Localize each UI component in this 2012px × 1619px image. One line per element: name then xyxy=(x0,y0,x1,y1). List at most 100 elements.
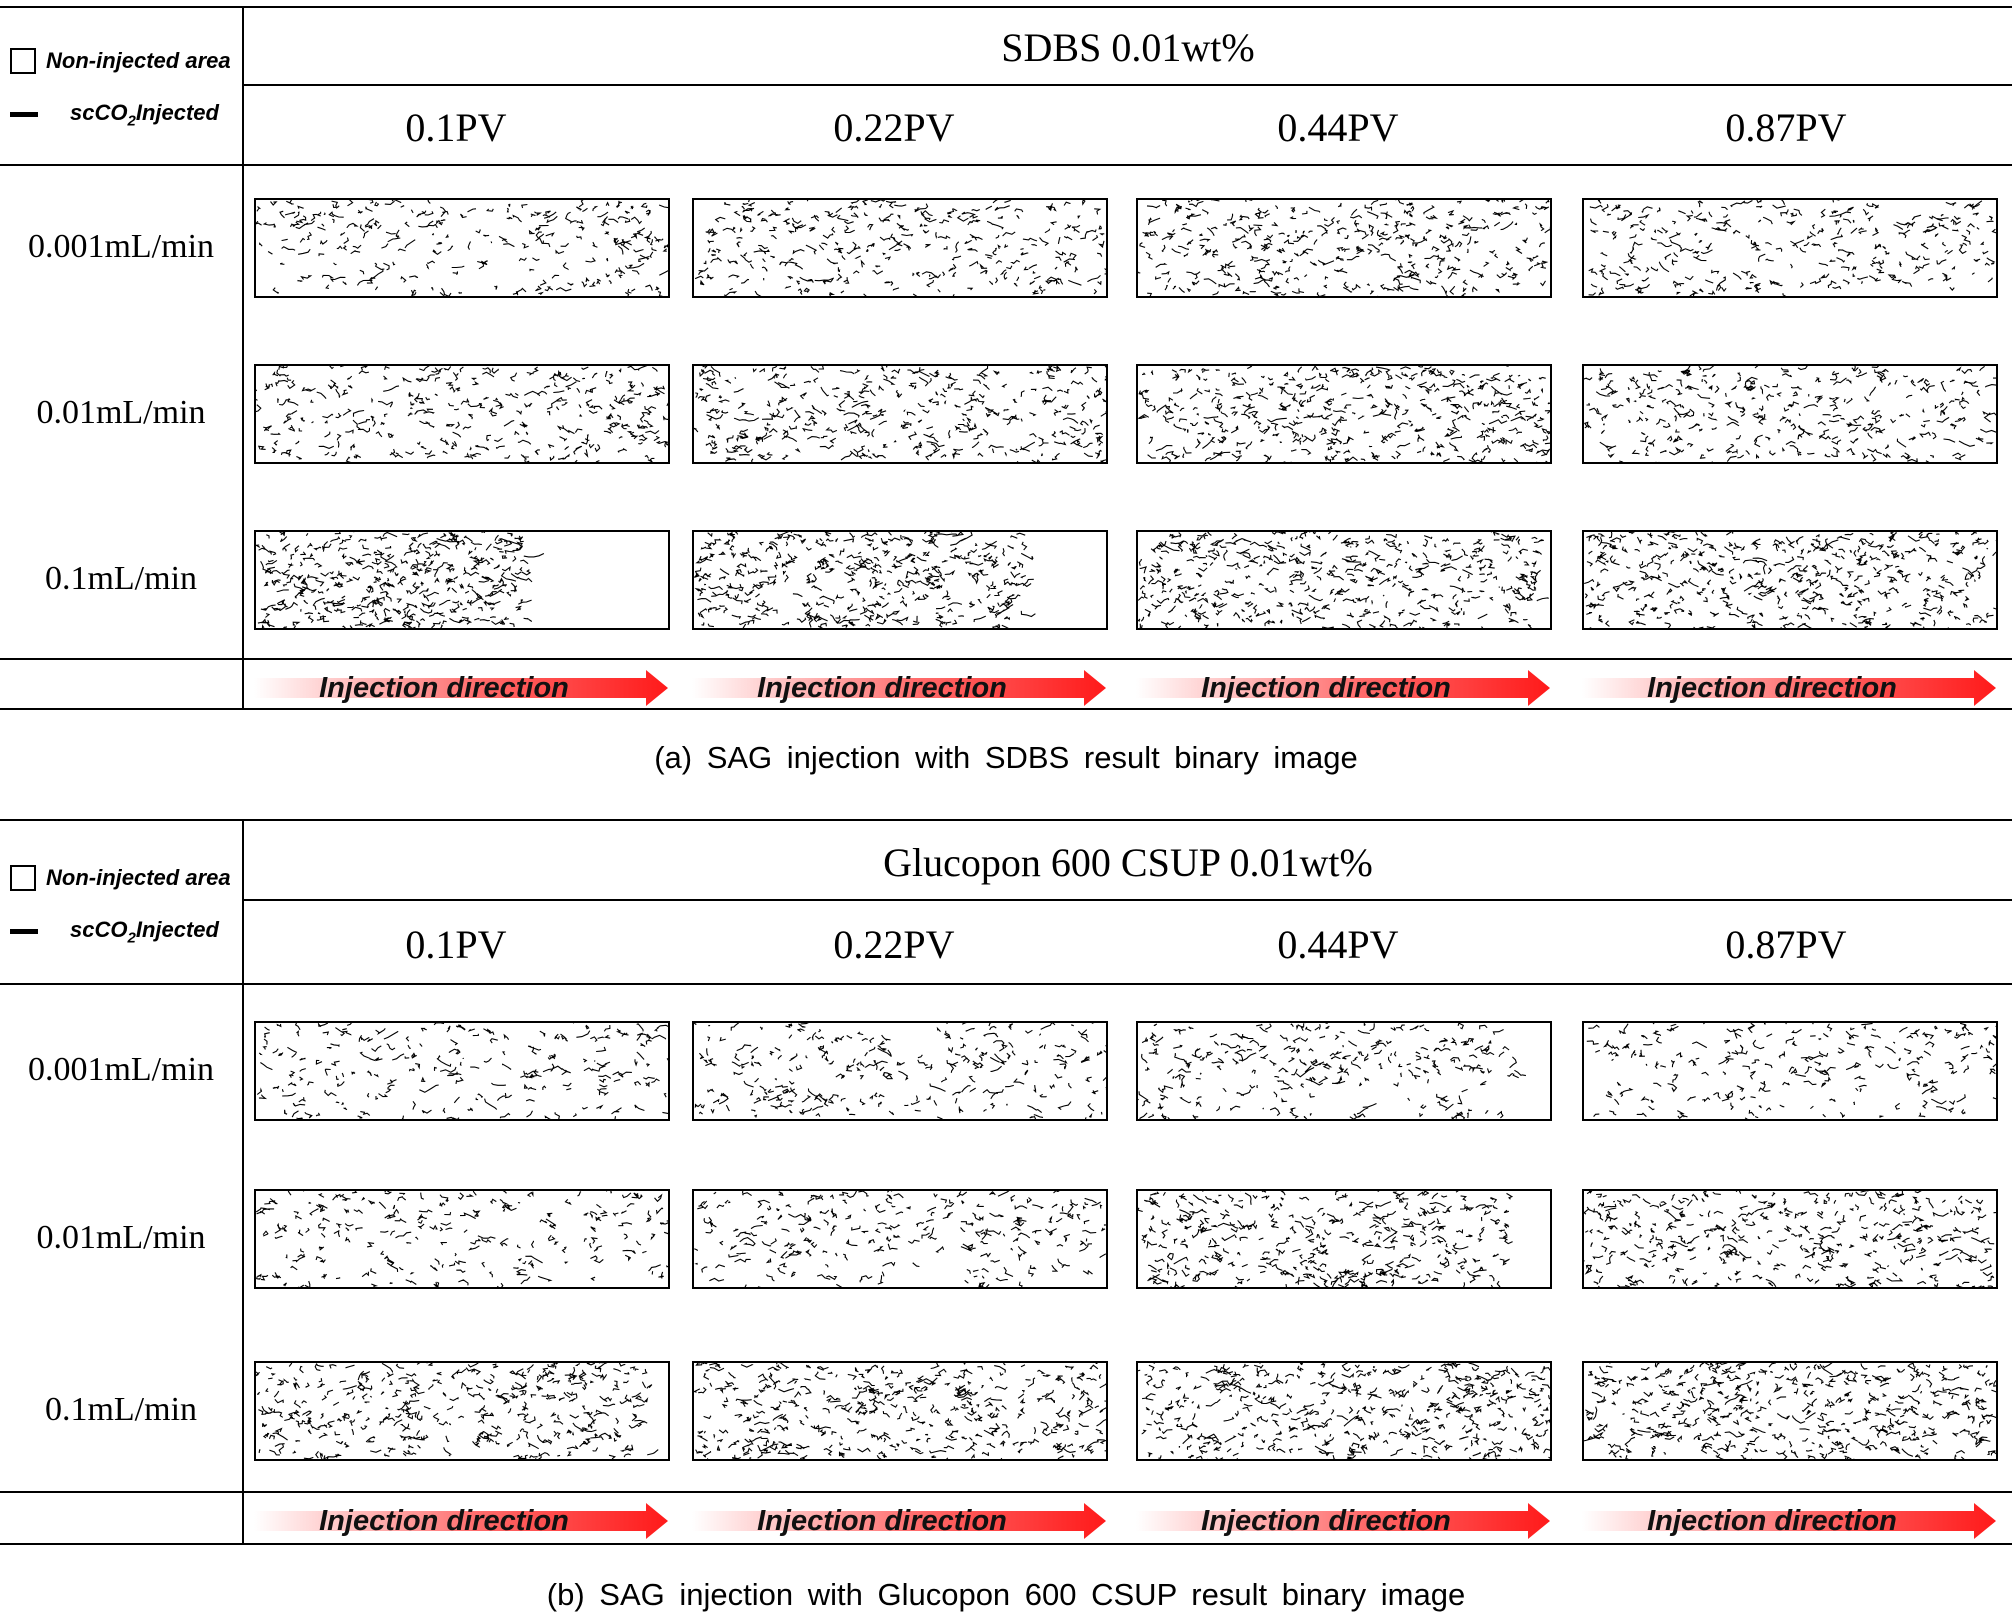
co2-channels xyxy=(694,1191,1106,1287)
co2-channels xyxy=(256,1191,668,1287)
binary-texture xyxy=(1138,366,1550,462)
co2-channels xyxy=(1588,200,1996,296)
injection-direction-arrow: Injection direction xyxy=(1136,1501,1552,1541)
pv-label: 0.44PV xyxy=(1277,922,1399,967)
arrow-label: Injection direction xyxy=(1647,672,1897,704)
binary-image xyxy=(1582,1189,1998,1289)
binary-texture xyxy=(1138,200,1550,296)
table-top-rule xyxy=(0,6,2012,8)
co2-channels xyxy=(1584,532,1996,628)
binary-image xyxy=(254,364,670,464)
injection-direction-arrow: Injection direction xyxy=(692,1501,1108,1541)
binary-texture xyxy=(694,1191,1106,1287)
label-column-rule xyxy=(242,819,244,1545)
legend-non-injected: Non-injected area xyxy=(10,48,231,74)
binary-image xyxy=(692,364,1108,464)
binary-texture xyxy=(1584,532,1996,628)
binary-image xyxy=(1136,530,1552,630)
binary-image xyxy=(1582,198,1998,298)
arrow-label: Injection direction xyxy=(1647,1505,1897,1537)
binary-image xyxy=(1136,1361,1552,1461)
pv-label: 0.87PV xyxy=(1725,105,1847,150)
arrow-label: Injection direction xyxy=(757,672,1007,704)
rate-label: 0.001mL/min xyxy=(27,1051,215,1088)
arrow-shape xyxy=(1136,670,1550,706)
dash-icon xyxy=(10,929,38,935)
binary-texture xyxy=(1138,1023,1527,1119)
table-top-rule xyxy=(0,819,2012,821)
rate-label: 0.01mL/min xyxy=(36,394,206,431)
co2-channels xyxy=(694,366,1106,462)
binary-texture xyxy=(1138,532,1549,628)
legend-injected: scCO2Injected xyxy=(10,917,219,946)
injection-direction-arrow: Injection direction xyxy=(254,668,670,708)
binary-texture xyxy=(1138,1191,1514,1287)
binary-texture xyxy=(1586,1023,1996,1119)
dash-icon xyxy=(10,112,38,118)
binary-texture xyxy=(694,1363,1106,1459)
binary-image xyxy=(254,1189,670,1289)
pv-label: 0.22PV xyxy=(833,105,955,150)
rate-label: 0.1mL/min xyxy=(44,560,198,597)
title-rule xyxy=(244,84,2012,86)
legend-non-injected-label: Non-injected area xyxy=(46,865,231,890)
binary-image xyxy=(692,530,1108,630)
co2-channels xyxy=(1138,532,1549,628)
binary-image xyxy=(692,1361,1108,1461)
figure-caption: (a) SAG injection with SDBS result binar… xyxy=(654,740,1358,775)
co2-channels xyxy=(1584,1191,1996,1287)
binary-texture xyxy=(1584,1191,1996,1287)
legend-non-injected-label: Non-injected area xyxy=(46,48,231,73)
binary-image xyxy=(1582,364,1998,464)
legend-non-injected: Non-injected area xyxy=(10,865,231,891)
co2-channels xyxy=(1138,1191,1514,1287)
arrow-label: Injection direction xyxy=(757,1505,1007,1537)
binary-image xyxy=(1136,198,1552,298)
binary-image xyxy=(692,1021,1108,1121)
panel-a: Non-injected area scCO2Injected SDBS 0.0… xyxy=(0,0,2012,790)
binary-texture xyxy=(694,366,1106,462)
co2-channels xyxy=(1138,366,1550,462)
arrow-label: Injection direction xyxy=(319,672,569,704)
table-bottom-rule xyxy=(0,1543,2012,1545)
co2-channels xyxy=(1584,1363,1996,1459)
binary-texture xyxy=(1584,366,1996,462)
rate-label: 0.001mL/min xyxy=(27,228,215,265)
binary-texture xyxy=(256,1191,668,1287)
arrow-shape xyxy=(1582,1503,1996,1539)
binary-texture xyxy=(256,366,668,462)
co2-channels xyxy=(1584,366,1996,462)
binary-texture xyxy=(1138,1363,1550,1459)
arrow-row-rule xyxy=(0,1491,2012,1493)
arrow-shape xyxy=(254,670,668,706)
binary-texture xyxy=(256,532,545,628)
rate-label: 0.1mL/min xyxy=(44,1391,198,1428)
rate-label: 0.01mL/min xyxy=(36,1219,206,1256)
arrow-shape xyxy=(1136,1503,1550,1539)
injection-direction-arrow: Injection direction xyxy=(1136,668,1552,708)
binary-texture xyxy=(694,200,1106,296)
injection-direction-arrow: Injection direction xyxy=(692,668,1108,708)
arrow-shape xyxy=(254,1503,668,1539)
pv-label: 0.44PV xyxy=(1277,105,1399,150)
binary-image xyxy=(692,198,1108,298)
arrow-shape xyxy=(692,1503,1106,1539)
arrow-shape xyxy=(692,670,1106,706)
co2-channels xyxy=(256,532,545,628)
binary-image xyxy=(692,1189,1108,1289)
header-rule xyxy=(0,983,2012,985)
pv-label: 0.1PV xyxy=(405,105,507,150)
binary-image xyxy=(1136,1189,1552,1289)
co2-channels xyxy=(256,366,668,462)
binary-image xyxy=(254,530,670,630)
co2-channels xyxy=(1586,1023,1996,1119)
panel-title: Glucopon 600 CSUP 0.01wt% xyxy=(883,840,1373,885)
binary-image xyxy=(1582,1021,1998,1121)
co2-channels xyxy=(256,200,668,296)
co2-channels xyxy=(1138,200,1550,296)
binary-image xyxy=(254,1361,670,1461)
binary-texture xyxy=(694,1023,1106,1119)
binary-image xyxy=(1136,364,1552,464)
binary-image xyxy=(1582,530,1998,630)
binary-texture xyxy=(256,200,668,296)
